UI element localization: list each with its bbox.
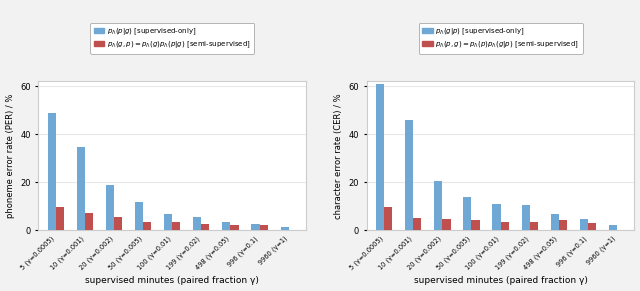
Bar — [384, 207, 392, 230]
Bar — [609, 225, 617, 230]
X-axis label: supervised minutes (paired fraction γ): supervised minutes (paired fraction γ) — [413, 276, 588, 285]
Bar — [56, 207, 64, 230]
Bar — [580, 219, 588, 230]
Bar — [193, 217, 202, 230]
Bar — [280, 227, 289, 230]
Bar — [463, 196, 472, 230]
Bar — [500, 222, 509, 230]
Bar — [202, 223, 209, 230]
Bar — [550, 214, 559, 230]
Legend: $p_\Lambda(g|p)$ [supervised-only], $p_\Lambda(p,g) = p_\Lambda(p)p_\Lambda(g|p): $p_\Lambda(g|p)$ [supervised-only], $p_\… — [419, 22, 582, 54]
Bar — [48, 113, 56, 230]
X-axis label: supervised minutes (paired fraction γ): supervised minutes (paired fraction γ) — [85, 276, 259, 285]
Bar — [135, 203, 143, 230]
Bar — [492, 204, 500, 230]
Y-axis label: character error rate (CER) / %: character error rate (CER) / % — [334, 93, 343, 219]
Bar — [230, 225, 239, 230]
Bar — [77, 147, 85, 230]
Y-axis label: phoneme error rate (PER) / %: phoneme error rate (PER) / % — [6, 94, 15, 218]
Bar — [413, 218, 421, 230]
Bar — [143, 222, 151, 230]
Bar — [530, 222, 538, 230]
Bar — [588, 223, 596, 230]
Bar — [222, 222, 230, 230]
Bar — [522, 205, 530, 230]
Legend: $p_\Lambda(p|g)$ [supervised-only], $p_\Lambda(g,p) = p_\Lambda(g)p_\Lambda(p|g): $p_\Lambda(p|g)$ [supervised-only], $p_\… — [90, 22, 254, 54]
Bar — [559, 221, 567, 230]
Bar — [472, 221, 479, 230]
Bar — [442, 219, 451, 230]
Bar — [85, 213, 93, 230]
Bar — [252, 224, 260, 230]
Bar — [434, 181, 442, 230]
Bar — [376, 84, 384, 230]
Bar — [164, 214, 172, 230]
Bar — [405, 120, 413, 230]
Bar — [106, 184, 114, 230]
Bar — [172, 222, 180, 230]
Bar — [260, 225, 268, 230]
Bar — [114, 217, 122, 230]
